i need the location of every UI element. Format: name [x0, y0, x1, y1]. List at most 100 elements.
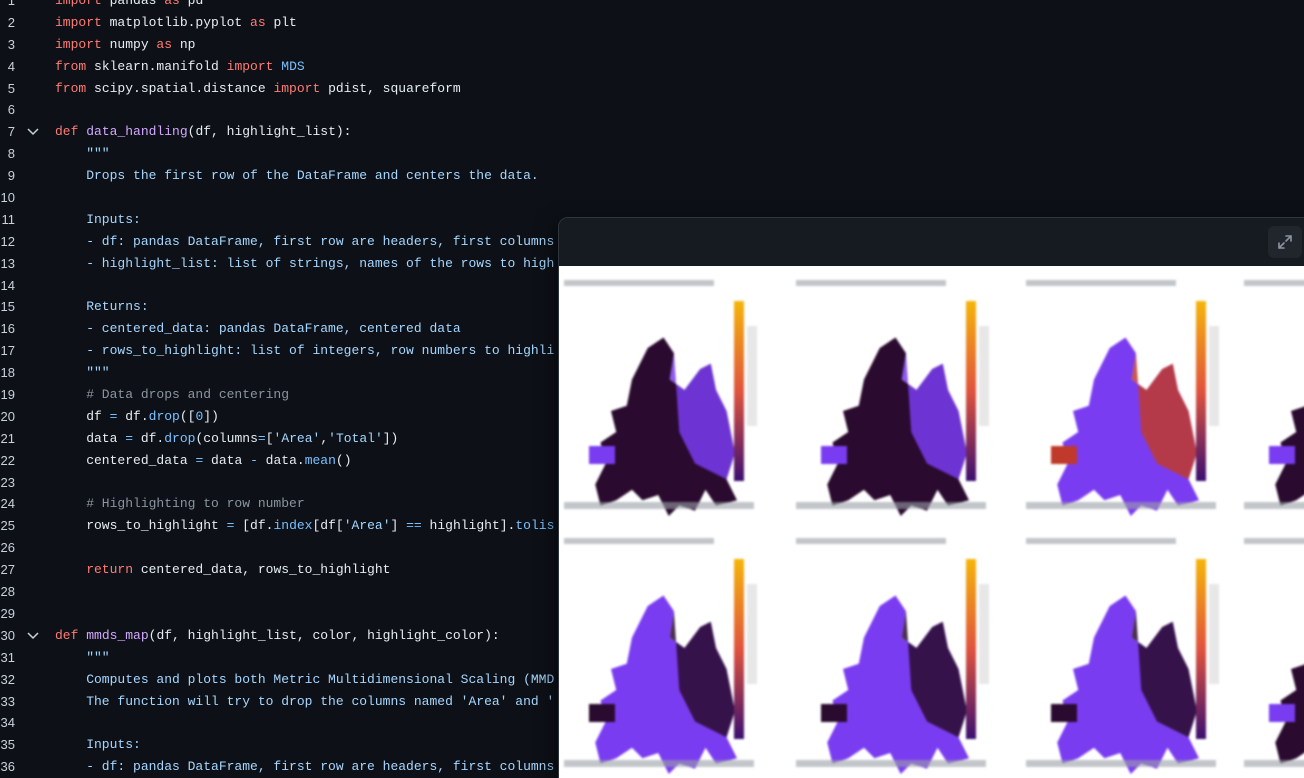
- code-token: import: [226, 58, 274, 74]
- line-number: 28: [0, 584, 15, 600]
- code-text: import matplotlib.pyplot as plt: [55, 12, 297, 34]
- code-line[interactable]: 25 rows_to_highlight = [df.index[df['Are…: [0, 515, 1304, 537]
- code-line[interactable]: 19 # Data drops and centering: [0, 384, 1304, 406]
- code-token: 0: [195, 408, 204, 424]
- code-line[interactable]: 24 # Highlighting to row number: [0, 493, 1304, 515]
- code-token: mean: [304, 452, 336, 468]
- code-line[interactable]: 26: [0, 537, 1304, 559]
- code-line[interactable]: 6: [0, 99, 1304, 121]
- code-token: data: [55, 430, 126, 446]
- fold-chevron-icon[interactable]: [26, 625, 40, 647]
- expand-button[interactable]: [1268, 226, 1302, 258]
- code-line[interactable]: 7 def data_handling(df, highlight_list):: [0, 121, 1304, 143]
- code-token: from: [55, 80, 87, 96]
- code-text: # Data drops and centering: [55, 384, 289, 406]
- code-text: """: [55, 143, 110, 165]
- code-line[interactable]: 2 import matplotlib.pyplot as plt: [0, 12, 1304, 34]
- line-number: 24: [0, 496, 15, 512]
- code-line[interactable]: 27 return centered_data, rows_to_highlig…: [0, 559, 1304, 581]
- code-line[interactable]: 32 Computes and plots both Metric Multid…: [0, 669, 1304, 691]
- code-line[interactable]: 36 - df: pandas DataFrame, first row are…: [0, 756, 1304, 778]
- line-number: 8: [7, 146, 15, 162]
- code-token: tolis: [515, 518, 555, 534]
- code-line[interactable]: 22 centered_data = data - data.mean(): [0, 450, 1304, 472]
- code-text: - centered_data: pandas DataFrame, cente…: [55, 318, 460, 340]
- code-text: The function will try to drop the column…: [55, 691, 554, 713]
- code-text: Computes and plots both Metric Multidime…: [55, 669, 554, 691]
- code-line[interactable]: 35 Inputs:: [0, 734, 1304, 756]
- code-line[interactable]: 29: [0, 603, 1304, 625]
- code-line[interactable]: 30 def mmds_map(df, highlight_list, color…: [0, 625, 1304, 647]
- line-number: 15: [0, 299, 15, 315]
- line-number: 35: [0, 737, 15, 753]
- code-line[interactable]: 14: [0, 275, 1304, 297]
- code-line[interactable]: 17 - rows_to_highlight: list of integers…: [0, 340, 1304, 362]
- code-token: def: [55, 627, 79, 643]
- line-number: 14: [0, 277, 15, 293]
- code-text: import numpy as np: [55, 34, 195, 56]
- code-line[interactable]: 9 Drops the first row of the DataFrame a…: [0, 165, 1304, 187]
- plot-image: [559, 266, 1304, 778]
- code-line[interactable]: 11 Inputs:: [0, 209, 1304, 231]
- code-text: Drops the first row of the DataFrame and…: [55, 165, 539, 187]
- code-text: rows_to_highlight = [df.index[df['Area']…: [55, 515, 554, 537]
- code-line[interactable]: 18 """: [0, 362, 1304, 384]
- code-token: sklearn.manifold: [86, 58, 227, 74]
- code-text: df = df.drop([0]): [55, 406, 219, 428]
- code-token: =: [257, 430, 266, 446]
- code-line[interactable]: 23: [0, 472, 1304, 494]
- code-token: (columns: [195, 430, 258, 446]
- code-token: The function will try to drop the column…: [55, 693, 555, 709]
- line-number: 30: [0, 627, 15, 643]
- code-token: ]): [203, 408, 219, 424]
- code-token: [: [265, 430, 274, 446]
- code-line[interactable]: 33 The function will try to drop the col…: [0, 691, 1304, 713]
- code-line[interactable]: 34: [0, 712, 1304, 734]
- code-token: =: [226, 518, 235, 534]
- code-line[interactable]: 4 from sklearn.manifold import MDS: [0, 56, 1304, 78]
- code-line[interactable]: 31 """: [0, 647, 1304, 669]
- code-token: return: [55, 562, 134, 578]
- line-number: 25: [0, 518, 15, 534]
- code-line[interactable]: 3 import numpy as np: [0, 34, 1304, 56]
- code-text: from scipy.spatial.distance import pdist…: [55, 78, 461, 100]
- expand-icon: [1278, 235, 1292, 249]
- code-line[interactable]: 10: [0, 187, 1304, 209]
- line-number: 22: [0, 452, 15, 468]
- code-token: mmds_map: [86, 627, 149, 643]
- code-token: 'Area': [343, 518, 391, 534]
- code-text: Returns:: [55, 296, 148, 318]
- line-number: 3: [7, 36, 15, 52]
- code-token: # Data drops and centering: [55, 387, 290, 403]
- code-line[interactable]: 8 """: [0, 143, 1304, 165]
- image-preview-window: [558, 217, 1304, 778]
- code-token: ([: [179, 408, 196, 424]
- code-token: - df: pandas DataFrame, first row are he…: [55, 759, 555, 775]
- code-line[interactable]: 15 Returns:: [0, 296, 1304, 318]
- line-number: 9: [7, 168, 15, 184]
- code-line[interactable]: 12 - df: pandas DataFrame, first row are…: [0, 231, 1304, 253]
- code-token: highlight].: [421, 518, 516, 534]
- code-token: """: [55, 146, 110, 162]
- code-token: df.: [133, 430, 165, 446]
- code-line[interactable]: 16 - centered_data: pandas DataFrame, ce…: [0, 318, 1304, 340]
- line-number: 21: [0, 430, 15, 446]
- code-token: =: [125, 430, 134, 446]
- code-text: from sklearn.manifold import MDS: [55, 56, 305, 78]
- code-token: Drops the first row of the DataFrame and…: [55, 168, 539, 184]
- code-text: """: [55, 647, 109, 669]
- code-token: import: [55, 36, 102, 52]
- line-number: 16: [0, 321, 15, 337]
- line-number: 17: [0, 343, 15, 359]
- line-number: 10: [0, 190, 15, 206]
- code-line[interactable]: 1 import pandas as pd: [0, 0, 1304, 12]
- code-token: ==: [406, 518, 422, 534]
- code-token: data_handling: [86, 124, 188, 140]
- code-line[interactable]: 28: [0, 581, 1304, 603]
- fold-chevron-icon[interactable]: [26, 121, 40, 143]
- code-line[interactable]: 21 data = df.drop(columns=['Area','Total…: [0, 428, 1304, 450]
- code-line[interactable]: 5 from scipy.spatial.distance import pdis…: [0, 78, 1304, 100]
- code-line[interactable]: 20 df = df.drop([0]): [0, 406, 1304, 428]
- code-line[interactable]: 13 - highlight_list: list of strings, na…: [0, 253, 1304, 275]
